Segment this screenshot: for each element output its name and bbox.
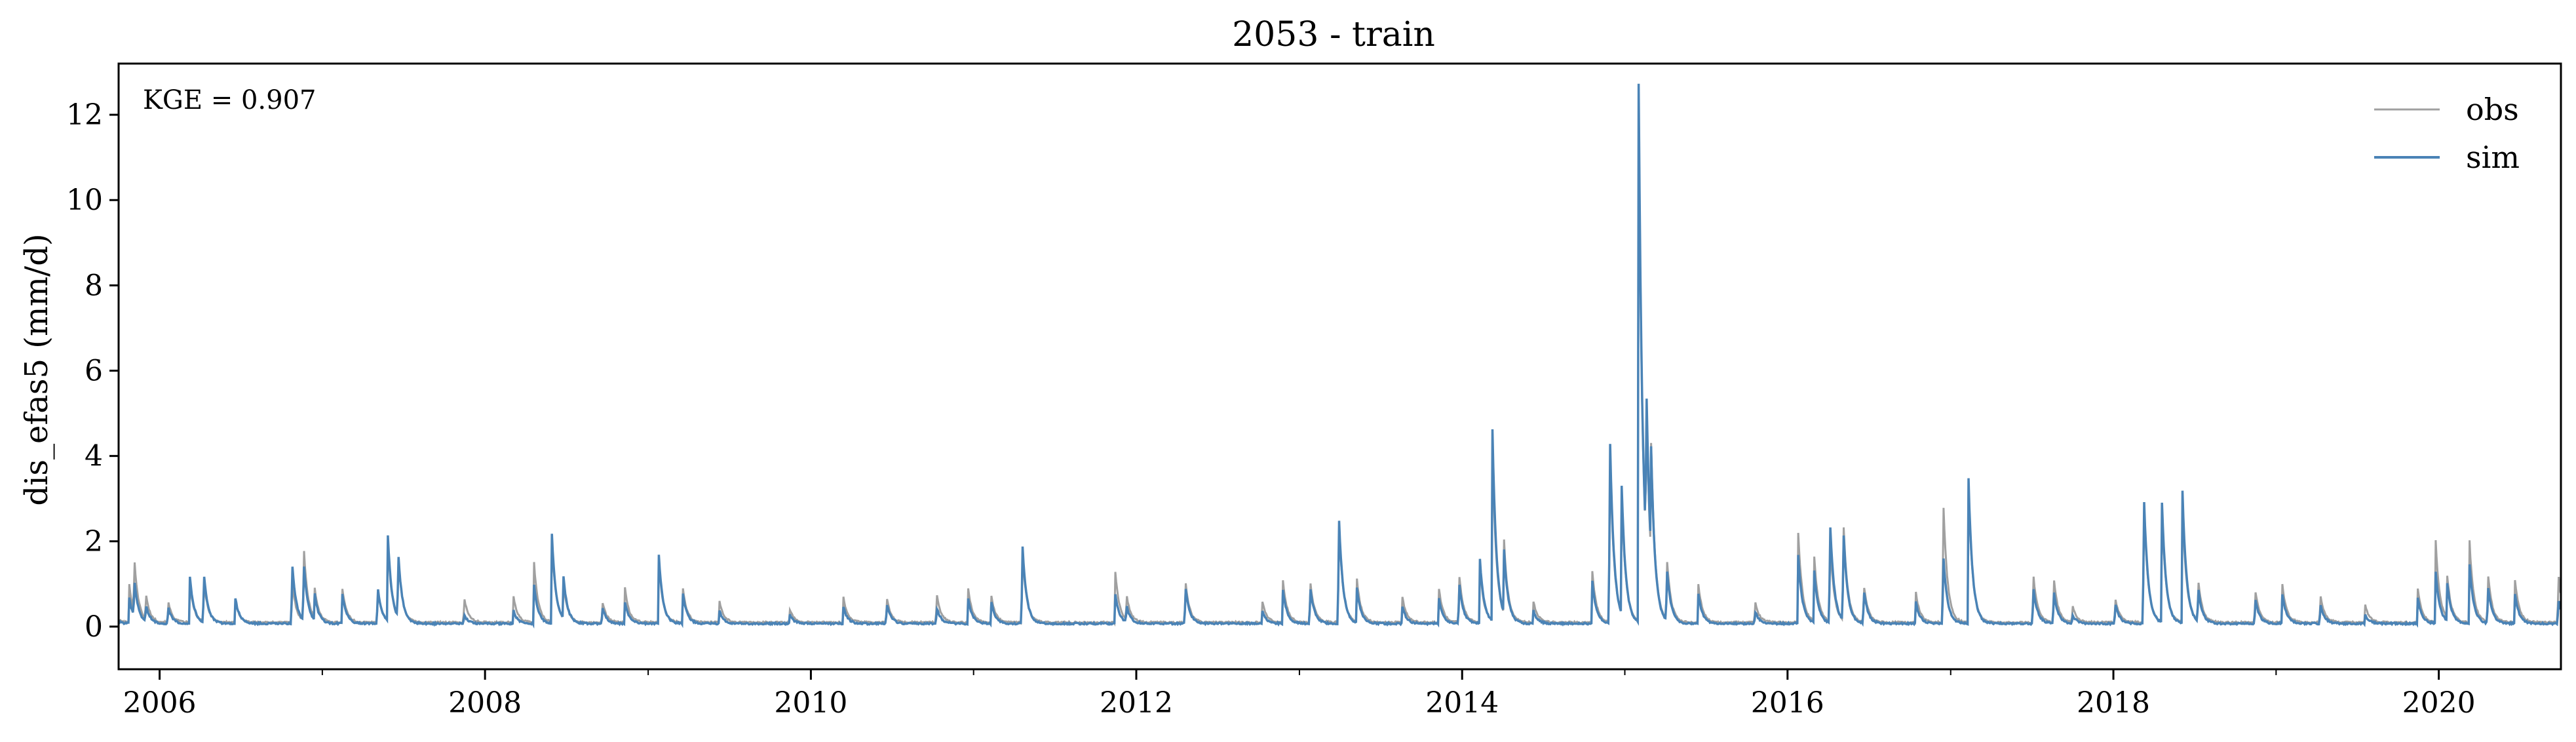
legend-label-sim: sim	[2466, 140, 2520, 175]
x-tick-label: 2018	[2077, 686, 2150, 720]
legend-label-obs: obs	[2466, 92, 2519, 127]
y-tick-label: 4	[85, 440, 103, 473]
series-line-sim	[119, 83, 2561, 629]
x-tick-label: 2008	[448, 686, 522, 720]
plot-frame	[117, 62, 2562, 671]
x-tick-label: 2010	[774, 686, 847, 720]
x-tick-label: 2014	[1425, 686, 1499, 720]
kge-annotation: KGE = 0.907	[143, 85, 317, 115]
x-tick-label: 2020	[2402, 686, 2476, 720]
x-tick-label: 2012	[1100, 686, 1173, 720]
y-tick-label: 8	[85, 269, 103, 302]
y-axis-label: dis_efas5 (mm/d)	[18, 233, 55, 505]
x-tick-label: 2006	[123, 686, 197, 720]
axes: 0 2 4 6 8 10 12 2006 2008 2010 2012 2014 2016 2018 202…	[66, 98, 2476, 720]
y-tick-label: 12	[66, 98, 103, 132]
y-tick-label: 10	[66, 184, 103, 217]
legend: obs sim	[2374, 92, 2520, 175]
y-tick-label: 6	[85, 355, 103, 388]
y-tick-label: 2	[85, 525, 103, 558]
chart-title: 2053 - train	[1232, 15, 1435, 54]
y-tick-label: 0	[85, 610, 103, 644]
plot-area	[119, 83, 2561, 629]
x-tick-label: 2016	[1751, 686, 1824, 720]
